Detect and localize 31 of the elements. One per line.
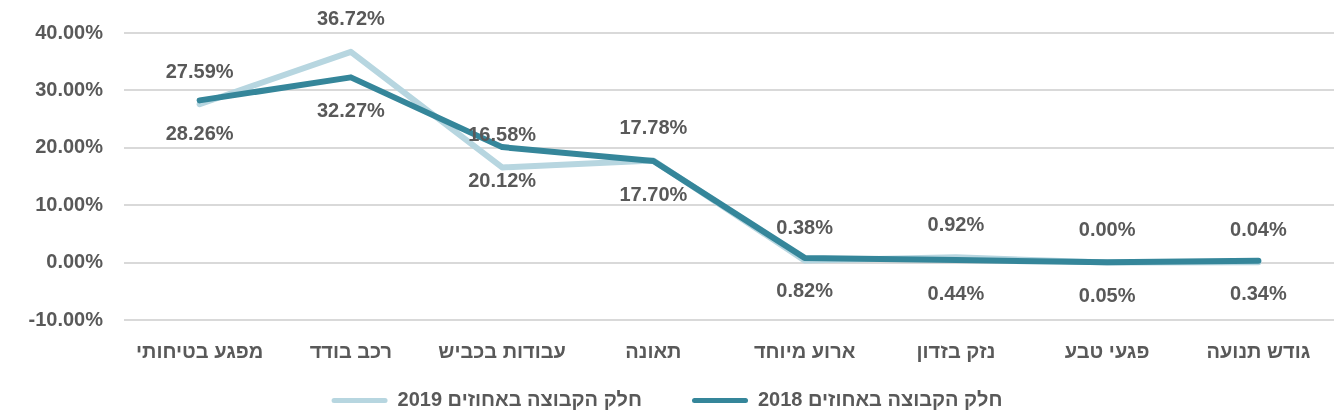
legend-label: חלק הקבוצה באחוזים 2019 [397,388,643,411]
x-tick-label: פגעי טבע [1064,339,1150,362]
data-label: 0.44% [927,281,985,304]
data-label: 0.00% [1078,218,1136,241]
data-label: 27.59% [165,59,234,82]
data-label: 0.05% [1078,283,1136,306]
x-tick-label: ארוע מיוחד [753,339,856,362]
data-label: 17.78% [619,116,688,139]
data-label: 0.34% [1230,282,1287,305]
y-tick-label: 0.00% [46,250,104,273]
data-label: 20.12% [468,168,537,191]
y-tick-label: 30.00% [35,77,104,100]
data-label: 0.04% [1230,217,1287,240]
data-label: 0.82% [776,279,834,302]
y-tick-label: 10.00% [35,192,104,215]
x-tick-label: עבודות בכביש [438,339,566,362]
data-label: 17.70% [619,182,688,205]
x-tick-label: גודש תנועה [1206,339,1311,362]
data-label: 32.27% [316,98,385,121]
data-label: 0.38% [776,215,834,238]
y-tick-label: 20.00% [35,135,104,158]
x-tick-label: מפגע בטיחותי [135,339,264,362]
data-label: 36.72% [316,7,385,30]
legend-label: חלק הקבוצה באחוזים 2018 [758,388,1003,411]
y-tick-label: 40.00% [35,20,104,43]
x-tick-label: תאונה [625,339,682,362]
y-tick-label: -10.00% [28,307,104,330]
data-label: 28.26% [165,121,234,144]
x-tick-label: רכב בודד [309,339,393,362]
x-tick-label: נזק בזדון [916,339,996,362]
data-label: 0.92% [927,212,985,235]
